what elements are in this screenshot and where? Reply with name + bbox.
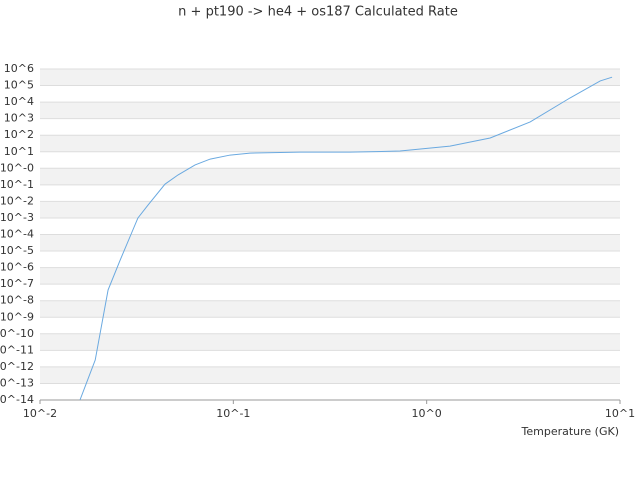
x-axis-label: Temperature (GK) bbox=[521, 425, 620, 438]
y-tick-label: 10^1 bbox=[4, 145, 34, 158]
y-tick-label: 10^5 bbox=[4, 79, 34, 92]
y-tick-label: 10^3 bbox=[4, 112, 34, 125]
y-tick-label: 10^-2 bbox=[0, 194, 34, 207]
grid-band bbox=[40, 201, 620, 218]
y-tick-label: 10^-10 bbox=[0, 327, 34, 340]
y-tick-label: 10^-9 bbox=[0, 310, 34, 323]
y-tick-label: 10^-8 bbox=[0, 294, 34, 307]
y-tick-label: 10^-5 bbox=[0, 244, 34, 257]
y-tick-label: 10^-4 bbox=[0, 228, 34, 241]
x-tick-label: 10^-2 bbox=[23, 407, 57, 420]
y-tick-label: 10^-12 bbox=[0, 360, 34, 373]
y-tick-label: 10^6 bbox=[4, 62, 34, 75]
grid-band bbox=[40, 300, 620, 318]
y-tick-label: 10^-3 bbox=[0, 211, 34, 224]
x-tick-label: 10^1 bbox=[605, 407, 635, 420]
y-tick-label: 10^-11 bbox=[0, 343, 34, 356]
y-tick-label: 10^4 bbox=[4, 95, 34, 108]
grid-band bbox=[40, 366, 620, 384]
y-tick-label: 10^-0 bbox=[0, 161, 34, 174]
grid-band bbox=[40, 234, 620, 252]
grid-band bbox=[40, 333, 620, 351]
y-tick-label: 10^-7 bbox=[0, 277, 34, 290]
grid-band bbox=[40, 135, 620, 152]
y-tick-label: 10^-6 bbox=[0, 261, 34, 274]
grid-band bbox=[40, 267, 620, 285]
chart-title: n + pt190 -> he4 + os187 Calculated Rate bbox=[178, 5, 458, 20]
x-tick-label: 10^-1 bbox=[216, 407, 250, 420]
y-tick-label: 10^-1 bbox=[0, 178, 34, 191]
grid-band bbox=[40, 168, 620, 185]
data-line bbox=[79, 76, 613, 401]
x-tick-label: 10^0 bbox=[412, 407, 442, 420]
y-tick-label: 10^-13 bbox=[0, 376, 34, 389]
grid-band bbox=[40, 69, 620, 86]
grid-band bbox=[40, 102, 620, 119]
y-tick-label: 10^-14 bbox=[0, 393, 34, 406]
y-tick-label: 10^2 bbox=[4, 128, 34, 141]
